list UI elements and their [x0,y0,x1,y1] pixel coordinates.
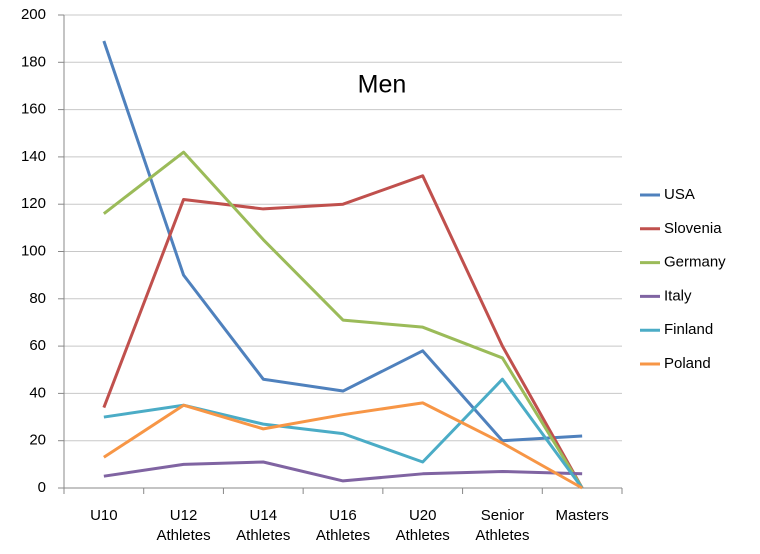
line-series [102,150,584,489]
y-tick-label: 60 [29,337,46,354]
x-tick-label: U20 Athletes [395,507,450,544]
x-tick-label: U14 Athletes [236,507,291,544]
legend-label: USA [664,186,695,203]
x-tick-label: U12 Athletes [156,507,211,544]
legend-label: Finland [664,321,713,338]
legend-label: Germany [664,254,726,271]
y-tick-label: 160 [21,101,46,118]
legend-label: Slovenia [664,220,722,237]
legend-label: Poland [664,355,711,372]
y-tick-label: 100 [21,242,46,259]
y-tick-label: 120 [21,195,46,212]
chart-title: Men [358,71,407,99]
x-tick-label: Masters [555,507,609,524]
x-tick-label: U16 Athletes [315,507,371,544]
y-tick-label: 80 [29,290,46,307]
x-tick-label: U10 [90,507,118,524]
x-tick-label: Senior Athletes [475,507,530,544]
y-tick-label: 200 [21,6,46,23]
y-tick-label: 40 [29,384,46,401]
line-series [103,460,583,483]
y-tick-label: 20 [29,432,46,449]
line-series [103,401,583,490]
y-tick-label: 180 [21,53,46,70]
y-tick-label: 140 [21,148,46,165]
legend-label: Italy [664,287,692,304]
y-tick-label: 0 [38,479,46,496]
line-series [102,40,583,443]
line-series [102,174,584,489]
